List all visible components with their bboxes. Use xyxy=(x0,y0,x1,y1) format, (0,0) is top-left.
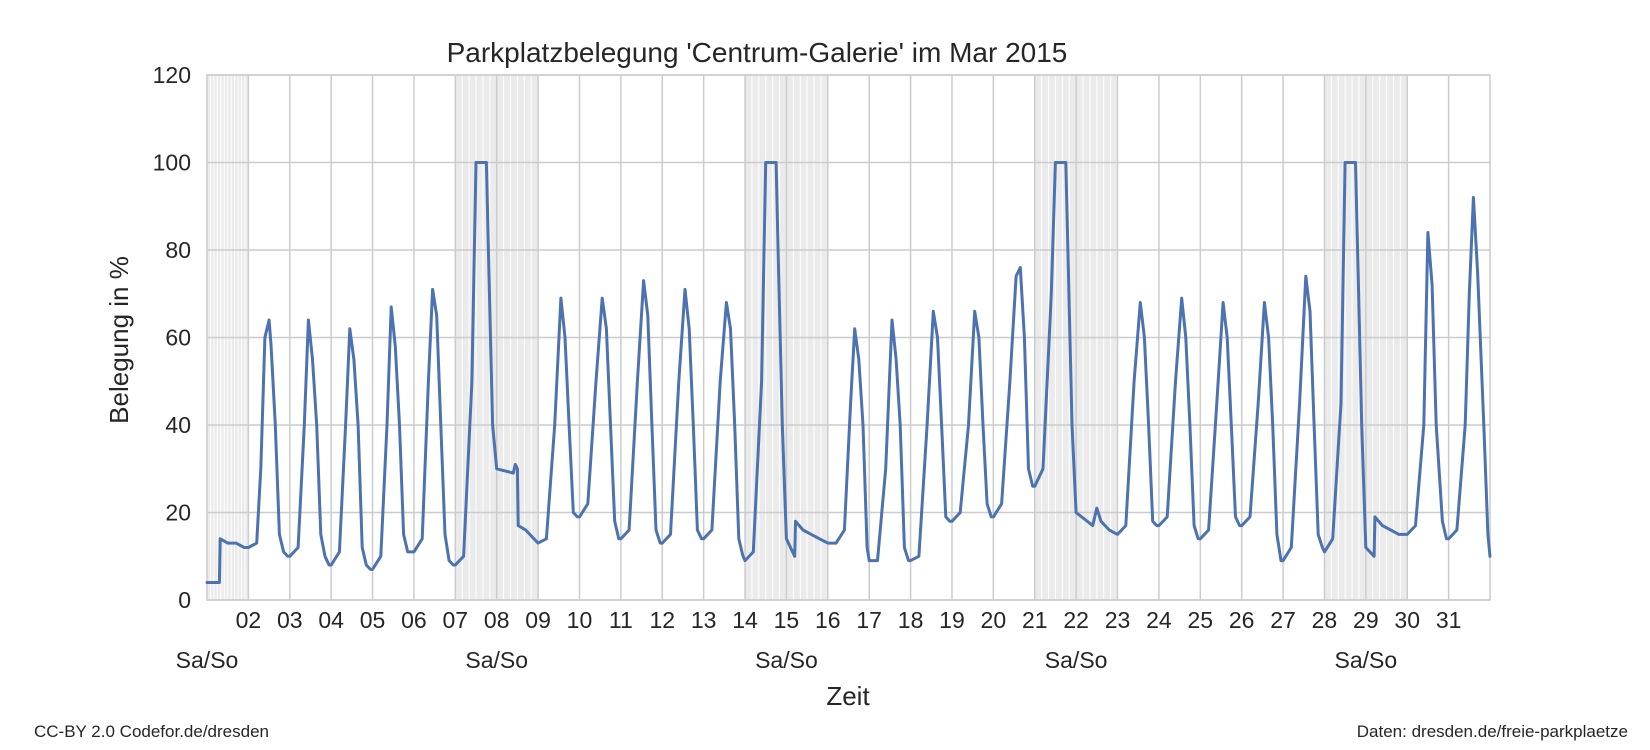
x-tick-label: 30 xyxy=(1394,607,1420,633)
y-tick-label: 40 xyxy=(165,412,191,438)
x-tick-label: 12 xyxy=(649,607,675,633)
x-tick-label: 31 xyxy=(1436,607,1462,633)
x-tick-label: 07 xyxy=(443,607,469,633)
x-tick-label: 29 xyxy=(1353,607,1379,633)
weekend-label: Sa/So xyxy=(465,647,528,673)
x-tick-label: 14 xyxy=(732,607,758,633)
x-tick-label: 22 xyxy=(1063,607,1089,633)
y-tick-label: 80 xyxy=(165,237,191,263)
x-axis-label: Zeit xyxy=(826,681,870,711)
x-tick-label: 04 xyxy=(318,607,344,633)
data-source-credit: Daten: dresden.de/freie-parkplaetze xyxy=(1356,722,1628,741)
x-tick-label: 11 xyxy=(609,607,633,633)
x-tick-label: 19 xyxy=(939,607,965,633)
y-tick-label: 60 xyxy=(165,325,191,351)
license-credit: CC-BY 2.0 Codefor.de/dresden xyxy=(34,722,269,741)
weekend-label: Sa/So xyxy=(755,647,818,673)
x-tick-label: 02 xyxy=(236,607,262,633)
x-tick-label: 08 xyxy=(484,607,510,633)
chart-title: Parkplatzbelegung 'Centrum-Galerie' im M… xyxy=(447,37,1068,68)
weekend-label: Sa/So xyxy=(1045,647,1108,673)
grid-lines xyxy=(207,74,1490,601)
tick-labels: 0 20 40 60 80 100 120 02 03 04 05 06 07 08 09 10 11 12 13 1… xyxy=(153,62,1462,673)
x-tick-label: 10 xyxy=(567,607,593,633)
y-tick-label: 100 xyxy=(153,150,191,176)
x-tick-label: 03 xyxy=(277,607,303,633)
x-tick-label: 28 xyxy=(1312,607,1338,633)
x-tick-label: 06 xyxy=(401,607,427,633)
x-tick-label: 15 xyxy=(774,607,800,633)
x-tick-label: 17 xyxy=(856,607,882,633)
weekend-label: Sa/So xyxy=(176,647,239,673)
x-tick-label: 05 xyxy=(360,607,386,633)
x-tick-label: 20 xyxy=(981,607,1007,633)
x-tick-label: 23 xyxy=(1105,607,1131,633)
y-axis-label: Belegung in % xyxy=(104,256,134,424)
x-tick-label: 25 xyxy=(1187,607,1213,633)
y-tick-label: 120 xyxy=(153,62,191,88)
y-tick-label: 20 xyxy=(165,500,191,526)
y-tick-label: 0 xyxy=(178,587,191,613)
series-line-occupancy xyxy=(205,161,1492,584)
x-tick-label: 13 xyxy=(691,607,717,633)
x-tick-label: 18 xyxy=(898,607,924,633)
x-tick-label: 09 xyxy=(525,607,551,633)
x-tick-label: 26 xyxy=(1229,607,1255,633)
plot-frame xyxy=(206,74,1491,601)
x-tick-label: 21 xyxy=(1022,607,1048,633)
x-tick-label: 24 xyxy=(1146,607,1172,633)
x-tick-label: 27 xyxy=(1270,607,1296,633)
weekend-label: Sa/So xyxy=(1335,647,1398,673)
x-tick-label: 16 xyxy=(815,607,841,633)
